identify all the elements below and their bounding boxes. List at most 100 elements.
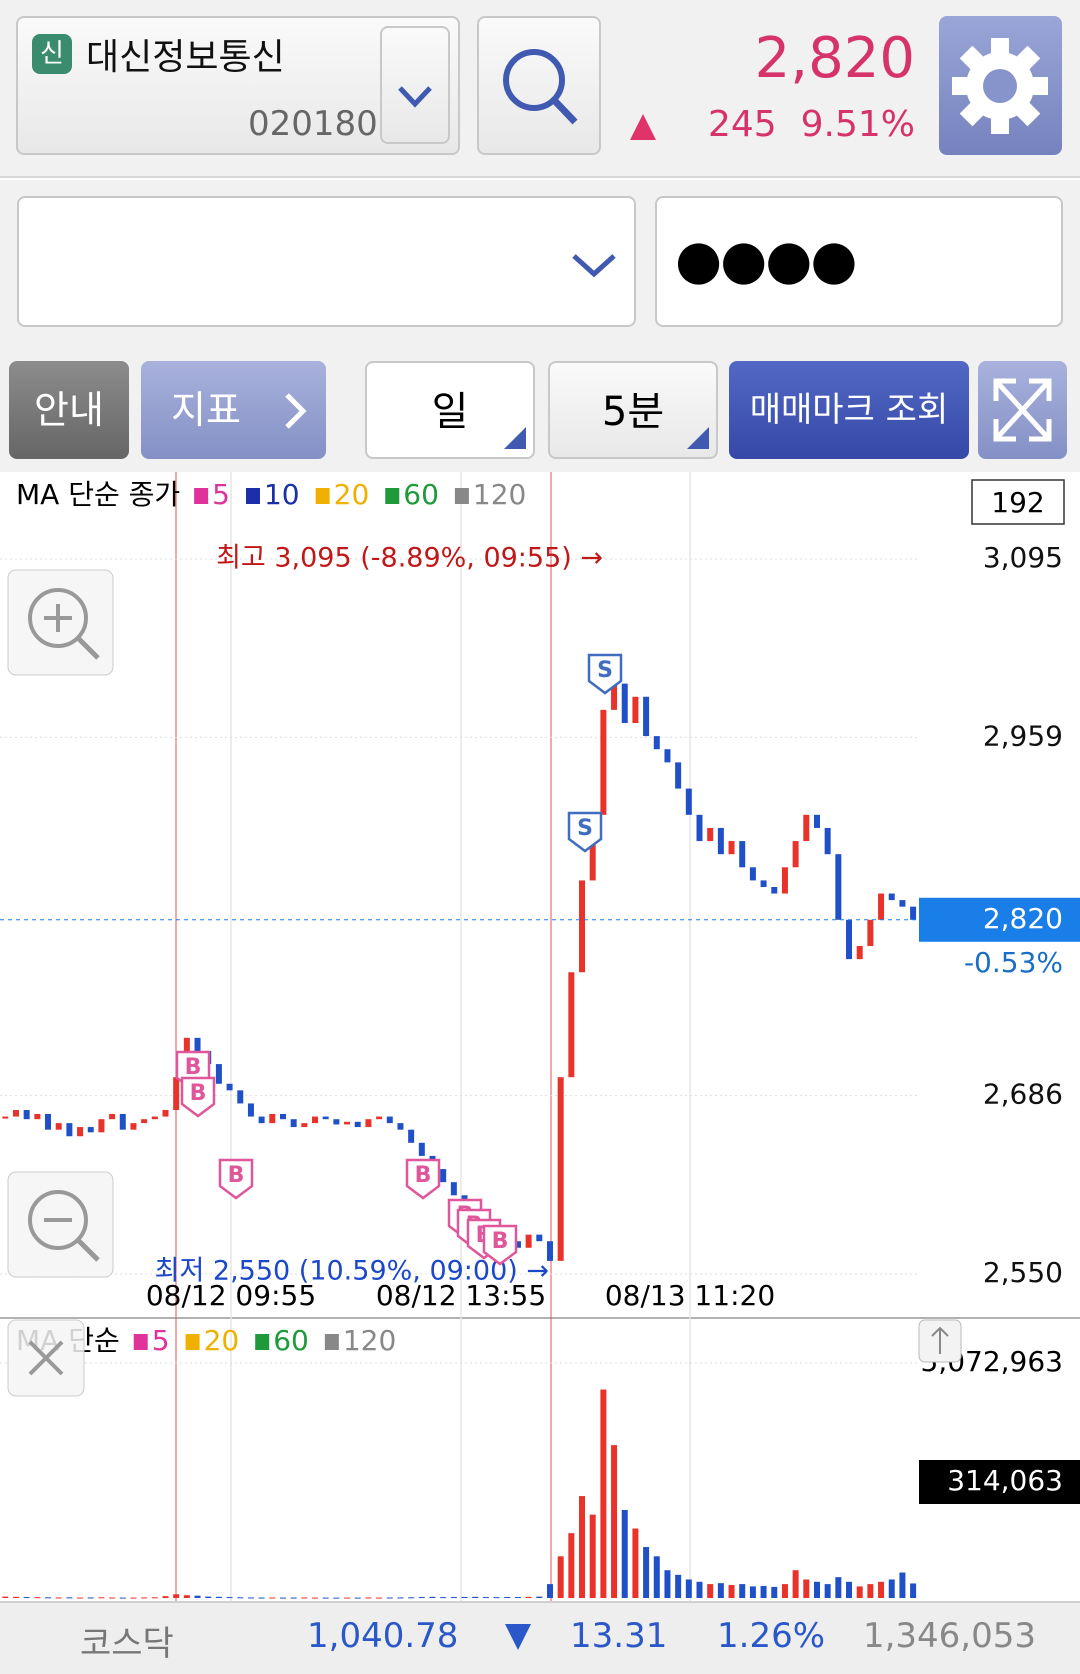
chevron: [572, 254, 616, 278]
candle: [77, 1127, 84, 1137]
volume-bar: [856, 1586, 863, 1598]
trade-mark: [180, 1076, 216, 1118]
volume-bar: [846, 1581, 853, 1598]
volume-bar: [803, 1579, 810, 1598]
candle: [835, 854, 842, 920]
candle: [589, 814, 596, 881]
volume-bar: [141, 1597, 148, 1599]
expand-icon: [993, 378, 1052, 442]
volume-bar: [546, 1584, 553, 1598]
candle: [611, 683, 618, 710]
candle: [279, 1113, 286, 1120]
volume-bar: [173, 1594, 180, 1598]
candle: [66, 1123, 73, 1137]
settings-button[interactable]: [939, 16, 1062, 155]
volume-bar: [910, 1583, 917, 1598]
candle: [333, 1119, 340, 1125]
market-rate: 1.26%: [717, 1616, 826, 1656]
volume-bar: [514, 1597, 521, 1599]
password-box[interactable]: [655, 196, 1063, 327]
candle: [386, 1116, 393, 1124]
credit-badge: 신: [32, 34, 72, 74]
stock-dropdown[interactable]: [380, 26, 450, 144]
volume-bar: [824, 1584, 831, 1598]
corner: [504, 427, 526, 449]
volume-bar: [12, 1596, 19, 1598]
volume-bar: [354, 1597, 361, 1599]
volume-bar: [621, 1509, 628, 1598]
volume-bar: [899, 1572, 906, 1598]
candle: [696, 814, 703, 842]
legend-label: 20: [204, 1324, 240, 1357]
period-select[interactable]: 일: [365, 361, 535, 459]
candle: [312, 1116, 319, 1124]
count-box: [971, 479, 1065, 525]
trade-mark: [587, 653, 623, 695]
candle: [162, 1110, 169, 1117]
volume-bar: [237, 1597, 244, 1599]
down-arrow: [505, 1624, 531, 1650]
chevron: [285, 393, 307, 429]
volume-bar: [130, 1597, 137, 1599]
candle: [450, 1182, 457, 1196]
volume-bar: [728, 1585, 735, 1598]
volume-bar: [77, 1597, 84, 1599]
corner: [687, 427, 709, 449]
volume-bar: [813, 1581, 820, 1598]
candle: [643, 696, 650, 737]
legend-label: 5: [212, 478, 230, 511]
candle: [344, 1121, 351, 1125]
volume-bar: [87, 1597, 94, 1599]
volume-bar: [461, 1596, 468, 1598]
trade-mark-label: B: [185, 1055, 202, 1080]
volume-bar: [269, 1597, 276, 1599]
stock-code: 020180: [248, 104, 378, 144]
market-bar: [0, 1601, 1080, 1674]
legend-swatch: [245, 488, 260, 504]
zoom-button[interactable]: [7, 1171, 114, 1278]
volume-bar: [418, 1597, 425, 1599]
zoom-button[interactable]: [7, 569, 114, 676]
candle: [408, 1129, 415, 1143]
trade-mark: [567, 811, 603, 853]
trade-mark-button[interactable]: 매매마크 조회: [729, 361, 969, 459]
volume-bar: [504, 1596, 511, 1598]
price-change: 245: [708, 104, 777, 145]
zoom-icon: [76, 636, 100, 660]
volume-bar: [258, 1597, 265, 1599]
volume-bar: [66, 1597, 73, 1599]
candle: [557, 1077, 564, 1261]
trade-mark-label: B: [190, 1081, 207, 1106]
legend-title: MA 단순 종가: [16, 478, 180, 511]
candle: [290, 1119, 297, 1128]
info-button[interactable]: 안내: [9, 361, 129, 459]
candle: [226, 1083, 233, 1091]
current-price: 2,820: [754, 26, 915, 91]
indicator-button[interactable]: 지표: [141, 361, 326, 459]
candle: [151, 1116, 158, 1120]
volume-bar: [579, 1496, 586, 1598]
candle: [888, 893, 895, 901]
volume-bar: [23, 1597, 30, 1599]
candle: [675, 762, 682, 789]
fullscreen-button[interactable]: [978, 361, 1067, 459]
trade-mark-label: S: [577, 816, 593, 841]
low-annotation: 최저 2,550 (10.59%, 09:00) →: [155, 1256, 549, 1287]
volume-bar: [685, 1579, 692, 1598]
account-select[interactable]: [17, 196, 636, 327]
candle: [760, 880, 767, 887]
candle: [301, 1123, 308, 1128]
volume-bar: [109, 1597, 116, 1599]
interval-select[interactable]: 5분: [548, 361, 718, 459]
candle: [87, 1127, 94, 1133]
close-icon: [28, 1340, 64, 1376]
legend-swatch: [385, 488, 400, 504]
change-rate: 9.51%: [800, 104, 915, 145]
volume-bar: [589, 1514, 596, 1598]
search-button[interactable]: [477, 16, 601, 155]
volume-bar: [632, 1528, 639, 1598]
volume-bar: [247, 1597, 254, 1599]
volume-bar: [34, 1597, 41, 1599]
volume-bar: [2, 1596, 9, 1598]
